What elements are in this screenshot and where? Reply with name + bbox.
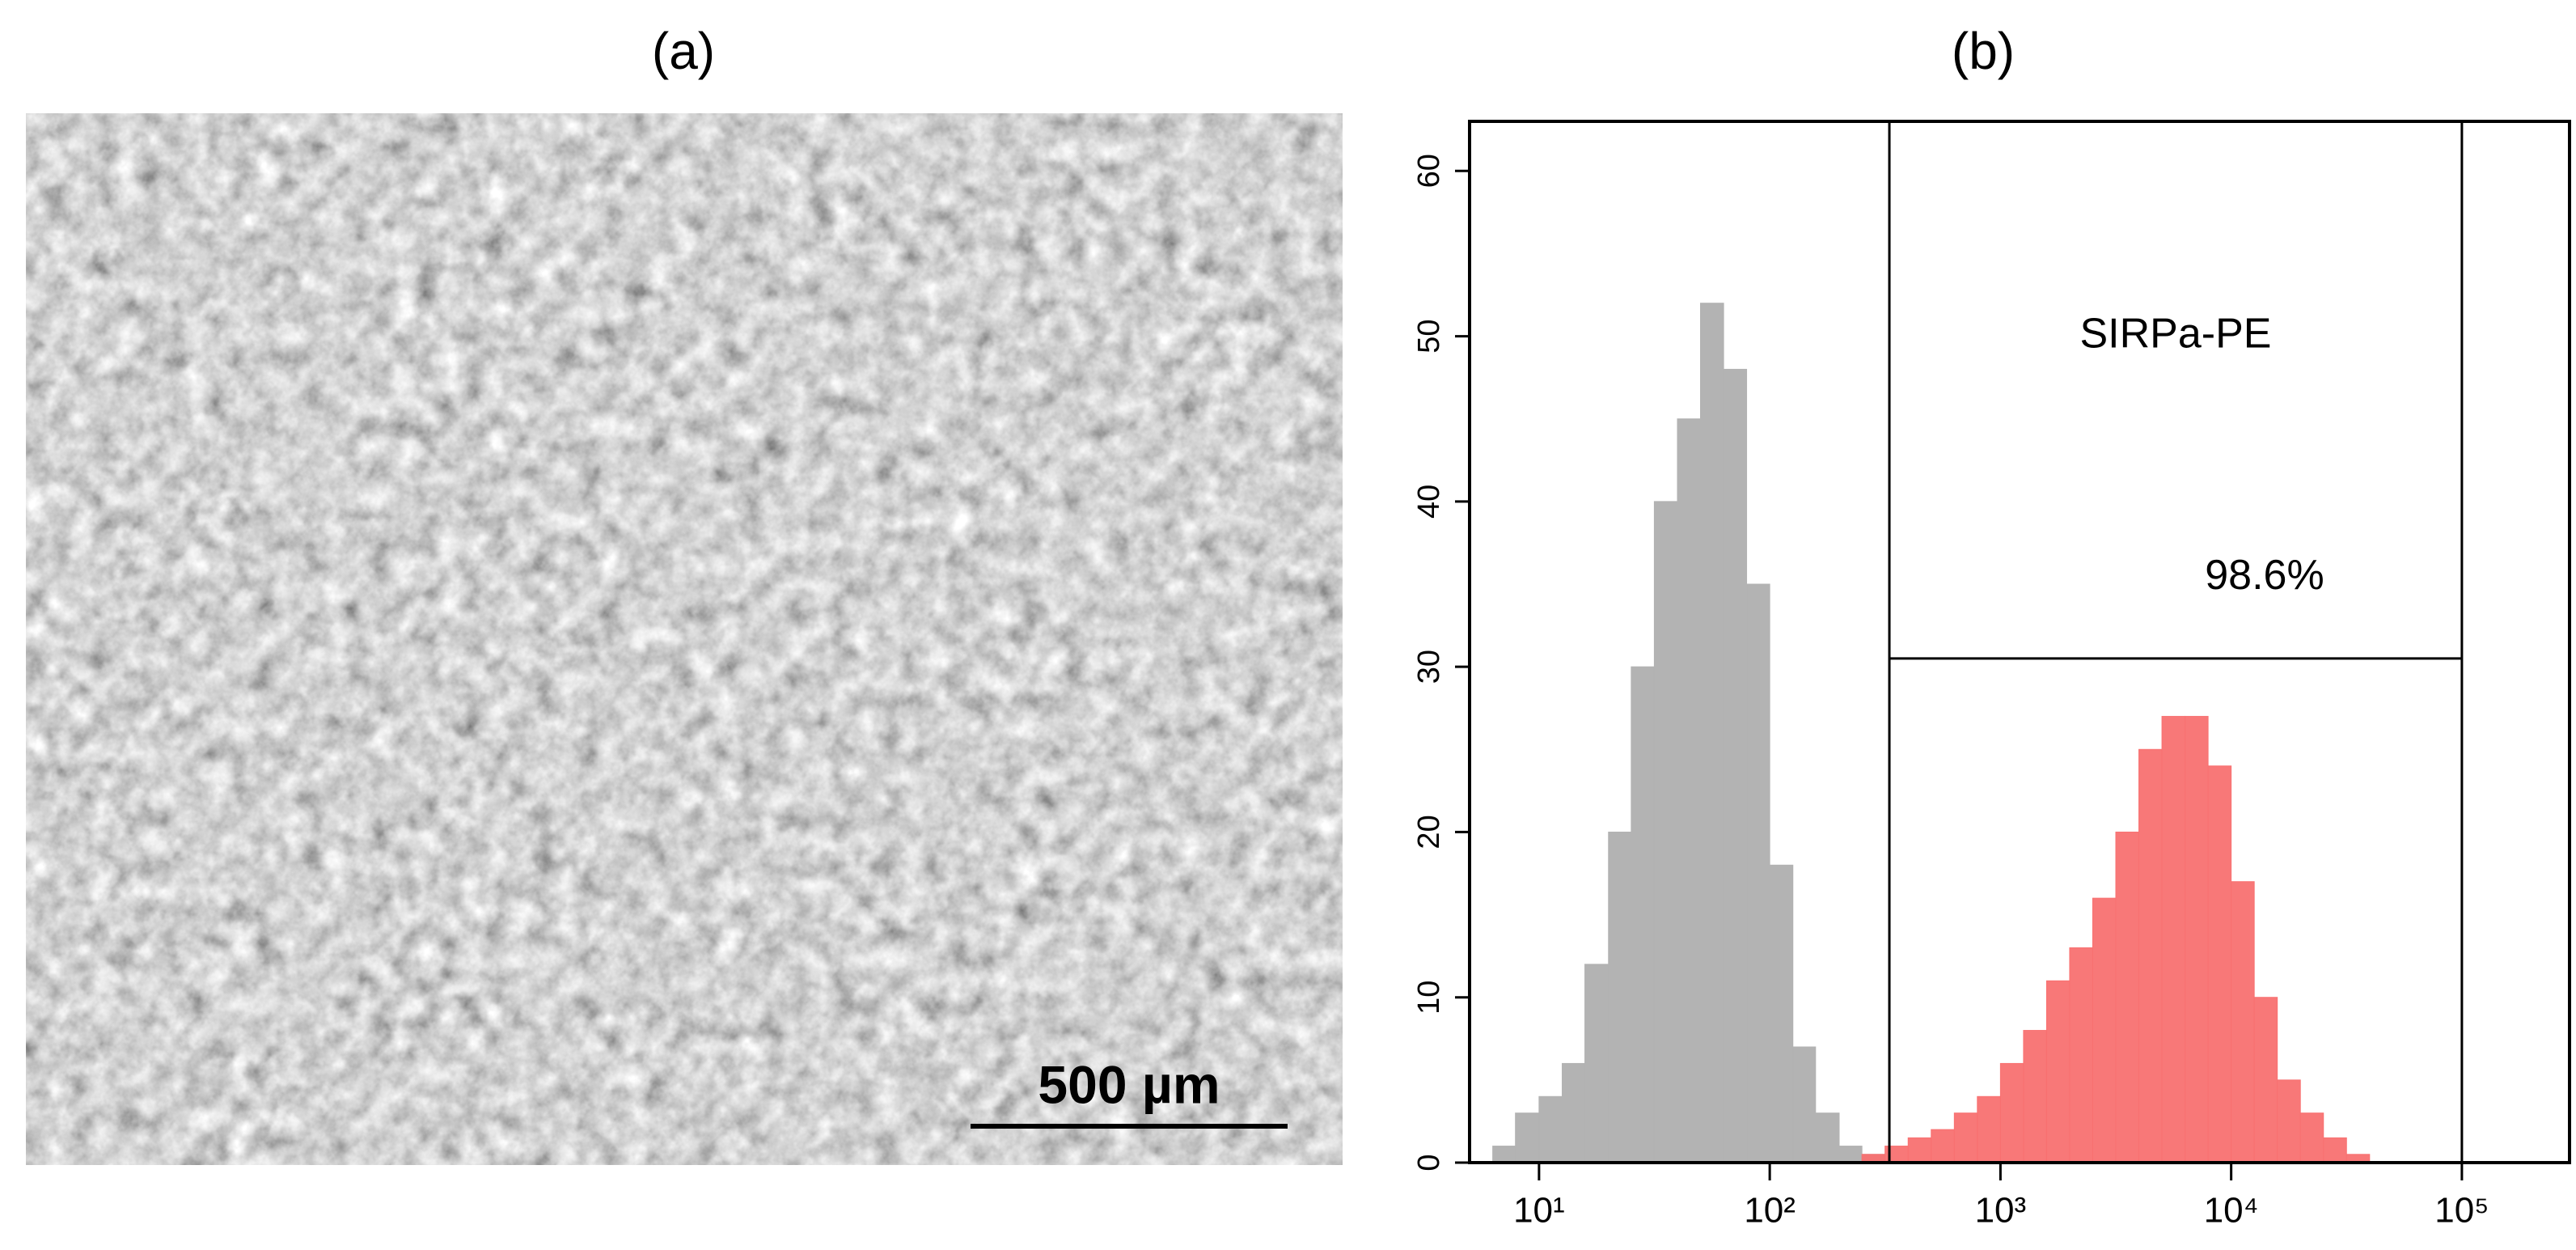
histogram-bar: [1977, 1095, 2001, 1163]
histogram-bar: [1562, 1062, 1586, 1163]
histogram-bar: [1538, 1095, 1563, 1163]
histogram-bar: [1931, 1129, 1955, 1163]
histogram-bar: [2299, 1112, 2324, 1163]
y-tick-label: 60: [1412, 154, 1446, 188]
histogram-bar: [1953, 1112, 1978, 1163]
histogram-bar: [2323, 1137, 2347, 1163]
annotation: 98.6%: [2205, 552, 2324, 599]
histogram-bar: [2092, 897, 2117, 1163]
histogram-bar: [2277, 1079, 2301, 1163]
y-tick-label: 0: [1412, 1154, 1446, 1171]
histogram-bar: [2253, 997, 2278, 1163]
histogram-bar: [2138, 748, 2163, 1163]
histogram-bar: [1999, 1062, 2024, 1163]
y-tick-label: 10: [1412, 981, 1446, 1015]
y-tick-label: 30: [1412, 650, 1446, 684]
y-tick-label: 40: [1412, 485, 1446, 519]
scale-bar-label: 500 µm: [1038, 1054, 1220, 1114]
x-tick-label: 10³: [1975, 1191, 2027, 1231]
histogram-bar: [2185, 715, 2209, 1163]
chart-title: (b): [1952, 22, 2015, 80]
histogram-bar: [2045, 980, 2071, 1163]
histogram-bar: [1492, 1146, 1516, 1163]
histogram-bar: [2115, 831, 2140, 1163]
histogram-bar: [2161, 715, 2186, 1163]
histogram-bar: [2023, 1030, 2047, 1163]
histogram-bar: [1723, 368, 1748, 1163]
histogram-bar: [1815, 1112, 1840, 1163]
histogram-bar: [1838, 1146, 1863, 1163]
plot-frame: [1468, 120, 2571, 1164]
y-tick-label: 20: [1412, 815, 1446, 849]
annotation: SIRPa-PE: [2079, 310, 2271, 357]
x-tick-label: 10²: [1744, 1191, 1796, 1231]
x-tick-label: 10¹: [1513, 1191, 1565, 1231]
histogram-bar: [1792, 1046, 1817, 1163]
histogram-bar: [1677, 418, 1702, 1163]
histogram-bar: [2231, 881, 2255, 1163]
panel-label: (a): [652, 22, 715, 80]
x-tick-label: 10⁴: [2204, 1191, 2259, 1231]
histogram-bar: [1608, 831, 1632, 1163]
histogram-bar: [1746, 583, 1770, 1163]
histogram-bar: [1631, 666, 1655, 1163]
histogram-bar: [1584, 964, 1609, 1163]
micrograph-texture: [26, 113, 1343, 1165]
x-tick-label: 10⁵: [2434, 1191, 2489, 1231]
histogram-bar: [2069, 947, 2093, 1163]
histogram-bar: [1907, 1137, 1932, 1163]
histogram-bar: [2207, 765, 2232, 1163]
histogram-bar: [1515, 1112, 1540, 1163]
histogram-bar: [1700, 303, 1724, 1163]
histogram-bar: [1769, 864, 1794, 1163]
y-tick-label: 50: [1412, 319, 1446, 353]
histogram-bar: [1653, 501, 1678, 1163]
